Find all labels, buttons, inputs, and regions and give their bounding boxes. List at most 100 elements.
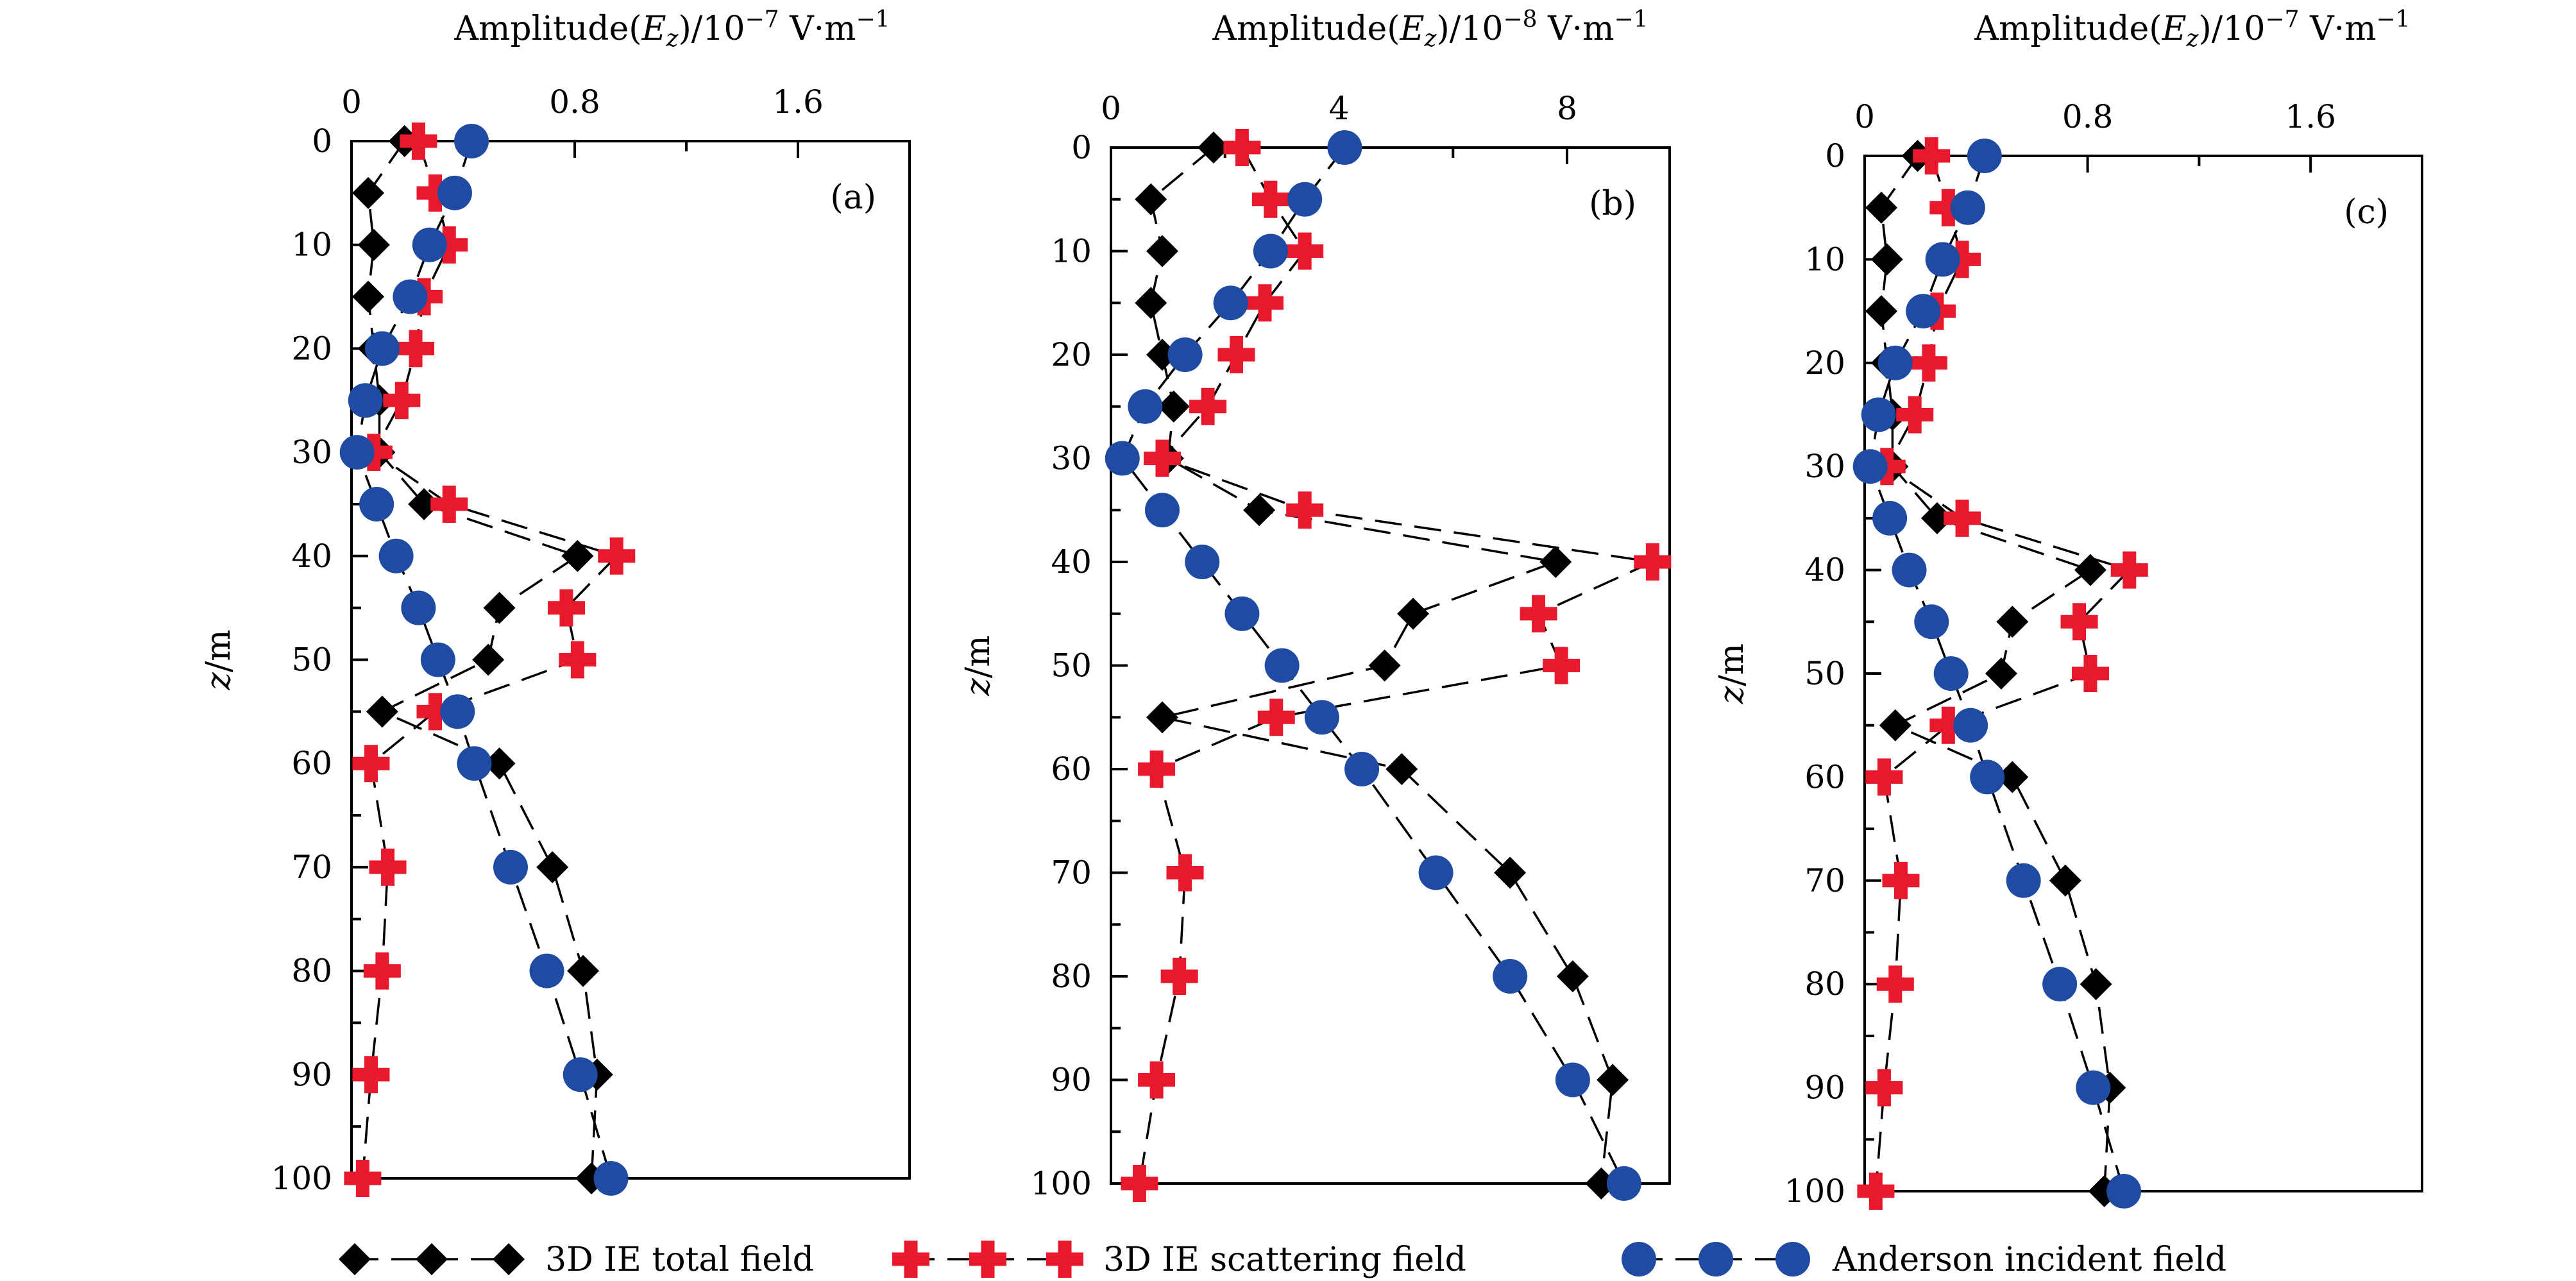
data-point [454,124,489,158]
y-tick-label: 30 [1051,440,1092,477]
data-point [1967,139,2002,173]
panel-2: 0 4 80102030405060708090100Amplitude(Ez)/1… [959,6,1672,1202]
data-point [493,849,528,885]
data-point [1985,657,2017,690]
y-tick-label: 0 [1071,129,1092,166]
y-axis-title: z/m [1713,643,1751,704]
data-point [2006,863,2041,898]
data-point [357,228,390,261]
panel-label: (b) [1589,185,1636,223]
data-point [1877,345,1913,380]
data-point [1166,854,1204,892]
data-point [1253,233,1288,269]
data-point [472,643,505,676]
data-point [1920,502,1953,534]
data-point [1865,758,1903,796]
data-point [1944,241,1981,278]
data-point [1327,130,1362,165]
data-point [1543,647,1580,684]
series-markers [352,125,613,1194]
data-point [2080,968,2112,1001]
data-point [366,695,398,728]
data-point [1213,285,1248,321]
legend-marker [1046,1241,1083,1278]
x-axis-title: Amplitude(Ez)/10−7 V·m−1 [1974,6,2410,52]
data-point [1157,390,1190,423]
data-point [483,747,516,780]
y-tick-label: 30 [1804,448,1845,485]
data-point [1167,337,1203,372]
x-tick-label: 4 [1329,90,1350,127]
data-point [1872,500,1908,536]
legend-marker [1699,1242,1733,1277]
y-tick-label: 60 [1051,751,1092,788]
data-point [1929,706,1967,744]
y-tick-label: 0 [1825,137,1845,174]
series-line [1121,146,1625,1184]
data-point [1597,1064,1629,1096]
data-point [1197,131,1230,164]
legend-marker [416,1243,448,1275]
data-point [400,123,437,160]
y-tick-label: 70 [291,849,332,886]
data-point [1128,389,1163,424]
series-line [367,140,598,1179]
legend-item: 3D IE scattering field [892,1241,1466,1279]
data-point [364,331,400,366]
x-tick-label: 0 [341,83,362,121]
data-point [1852,449,1888,484]
data-point [401,590,436,625]
legend-item: Anderson incident field [1622,1241,2226,1279]
legend-marker [1775,1242,1810,1277]
y-tick-label: 20 [1051,336,1092,373]
data-point [1914,604,1949,640]
data-point [1385,753,1418,785]
y-tick-label: 50 [1051,647,1092,684]
data-point [408,488,441,520]
x-tick-label: 1.6 [2285,98,2336,135]
y-tick-label: 70 [1051,854,1092,892]
data-point [378,538,414,573]
panel-label: (a) [830,178,876,217]
data-point [1138,1061,1176,1099]
data-point [363,952,401,990]
data-point [1865,191,1898,224]
data-point [412,227,447,262]
data-point [483,591,516,624]
data-point [1418,855,1453,890]
y-tick-label: 40 [1051,543,1092,581]
y-tick-label: 100 [1784,1173,1845,1210]
y-tick-label: 100 [271,1160,332,1197]
data-point [359,486,394,522]
data-point [1368,649,1401,682]
data-point [352,1056,390,1094]
y-tick-label: 90 [1804,1069,1845,1107]
data-point [1520,595,1557,632]
data-point [1556,960,1589,992]
y-tick-label: 40 [291,538,332,575]
x-tick-label: 8 [1557,90,1577,127]
series-markers [339,124,629,1196]
data-point [1494,856,1527,889]
data-point [1910,344,1947,382]
data-point [1882,861,1920,899]
series-markers [1105,130,1641,1201]
y-tick-label: 90 [291,1056,332,1093]
data-point [1929,189,1967,226]
x-axis-title: Amplitude(Ez)/10−8 V·m−1 [1212,6,1648,52]
data-point [420,642,455,677]
legend-marker [1622,1242,1656,1277]
data-point [1970,759,2005,795]
data-point [529,953,564,988]
data-point [339,435,375,470]
x-tick-label: 0 [1101,90,1121,127]
data-point [393,279,428,314]
data-point [2060,603,2098,641]
data-point [1865,295,1898,328]
data-point [1286,232,1324,270]
y-tick-label: 100 [1031,1165,1092,1202]
data-point [416,174,454,212]
panel-1: 0 0.8 1.6 0 10 20 30 40 50 60 70 80 90 100 Amplitude(E… [199,6,911,1197]
